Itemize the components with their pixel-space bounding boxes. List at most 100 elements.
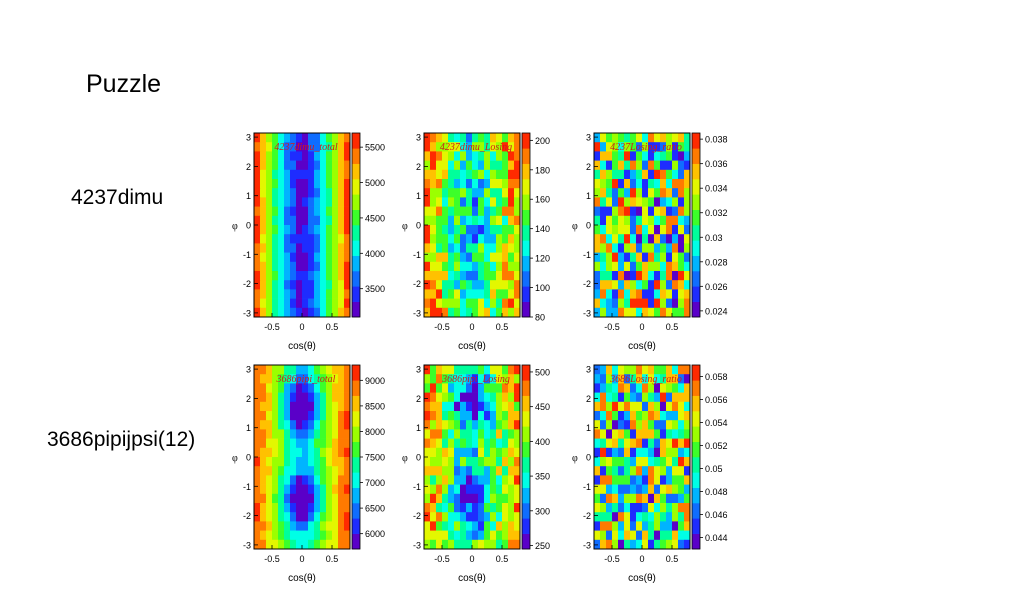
heatmap-cell	[624, 188, 631, 198]
heatmap-cell	[508, 289, 515, 299]
heatmap-cell	[472, 503, 479, 513]
heatmap-cell	[344, 521, 351, 531]
heatmap-cell	[594, 179, 601, 189]
heatmap-cell	[618, 197, 625, 207]
heatmap-cell	[502, 429, 509, 439]
heatmap-cell	[472, 151, 479, 161]
heatmap-cell	[472, 271, 479, 281]
heatmap-cell	[672, 151, 679, 161]
heatmap-cell	[624, 252, 631, 263]
x-tick-label: 0	[469, 322, 474, 332]
heatmap-cell	[272, 539, 279, 550]
heatmap-cell	[266, 493, 273, 504]
heatmap-cell	[344, 503, 351, 513]
heatmap-cell	[308, 307, 315, 318]
heatmap-cell	[430, 252, 437, 263]
heatmap-cell	[260, 484, 267, 495]
heatmap-cell	[454, 169, 461, 180]
heatmap-cell	[514, 447, 521, 458]
heatmap-cell	[332, 493, 339, 504]
heatmap-cell	[612, 429, 619, 439]
heatmap-cell	[466, 521, 473, 531]
color-bar-swatch	[522, 301, 530, 318]
heatmap-cell	[508, 280, 515, 290]
heatmap-cell	[344, 307, 351, 318]
heatmap-cell	[472, 298, 479, 309]
heatmap-cell	[678, 512, 685, 522]
heatmap-cell	[442, 392, 449, 403]
heatmap-cell	[254, 475, 261, 485]
heatmap-cell	[290, 512, 297, 522]
heatmap-cell	[502, 133, 509, 143]
heatmap-cell	[302, 133, 309, 143]
heatmap-cell	[302, 457, 309, 467]
heatmap-cell	[660, 429, 667, 439]
heatmap-panel: 4237Losing_ratio -3 -2 -1 0 1 2 3 -0.5 0 0.5 cos(θ)…	[570, 130, 730, 360]
heatmap-cell	[296, 179, 303, 189]
heatmap-cell	[320, 438, 327, 449]
heatmap-cell	[284, 429, 291, 439]
heatmap-cell	[496, 539, 503, 550]
heatmap-cell	[436, 234, 443, 244]
heatmap-cell	[284, 466, 291, 476]
y-tick-label: 2	[246, 162, 251, 172]
heatmap-cell	[272, 243, 279, 253]
heatmap-cell	[296, 447, 303, 458]
heatmap-cell	[296, 188, 303, 198]
heatmap-cell	[684, 289, 691, 299]
heatmap-cell	[648, 169, 655, 180]
heatmap-cell	[344, 512, 351, 522]
heatmap-cell	[424, 169, 431, 180]
heatmap-cell	[266, 374, 273, 384]
heatmap-cell	[630, 179, 637, 189]
heatmap-cell	[684, 484, 691, 495]
heatmap-cell	[630, 484, 637, 495]
heatmap-cell	[296, 234, 303, 244]
heatmap-cell	[630, 429, 637, 439]
heatmap-cell	[642, 142, 649, 152]
heatmap-cell	[684, 188, 691, 198]
heatmap-cell	[314, 493, 321, 504]
heatmap-cell	[332, 503, 339, 513]
heatmap-cell	[472, 188, 479, 198]
heatmap-cell	[508, 392, 515, 403]
heatmap-cell	[618, 142, 625, 152]
heatmap-cell	[606, 307, 613, 318]
heatmap-cell	[600, 512, 607, 522]
heatmap-cell	[442, 179, 449, 189]
heatmap-cell	[442, 307, 449, 318]
heatmap-cell	[600, 521, 607, 531]
heatmap-cell	[326, 475, 333, 485]
heatmap-cell	[436, 392, 443, 403]
heatmap-cell	[260, 530, 267, 541]
heatmap-cell	[266, 307, 273, 318]
heatmap-cell	[678, 280, 685, 290]
heatmap-cell	[472, 466, 479, 476]
heatmap-cell	[672, 188, 679, 198]
heatmap-cell	[326, 374, 333, 384]
heatmap-cell	[308, 169, 315, 180]
heatmap-cell	[654, 160, 661, 171]
heatmap-cell	[296, 225, 303, 235]
row-label-3686pipijpsi: 3686pipijpsi(12)	[47, 428, 196, 451]
heatmap-cell	[430, 401, 437, 412]
heatmap-cell	[472, 179, 479, 189]
heatmap-cell	[636, 197, 643, 207]
heatmap-cells	[594, 365, 691, 550]
heatmap-cell	[594, 280, 601, 290]
heatmap-cell	[514, 142, 521, 152]
heatmap-cell	[606, 252, 613, 263]
heatmap-cell	[266, 133, 273, 143]
heatmap-cell	[478, 280, 485, 290]
heatmap-cell	[600, 215, 607, 226]
y-tick-label: -2	[243, 279, 251, 289]
heatmap-cell	[284, 261, 291, 272]
heatmap-cell	[630, 521, 637, 531]
heatmap-cell	[496, 252, 503, 263]
heatmap-cell	[442, 401, 449, 412]
heatmap-cell	[478, 512, 485, 522]
color-bar-swatch	[522, 255, 530, 272]
heatmap-cell	[266, 466, 273, 476]
heatmap-cell	[490, 512, 497, 522]
z-tick-label: 0.058	[705, 372, 728, 382]
